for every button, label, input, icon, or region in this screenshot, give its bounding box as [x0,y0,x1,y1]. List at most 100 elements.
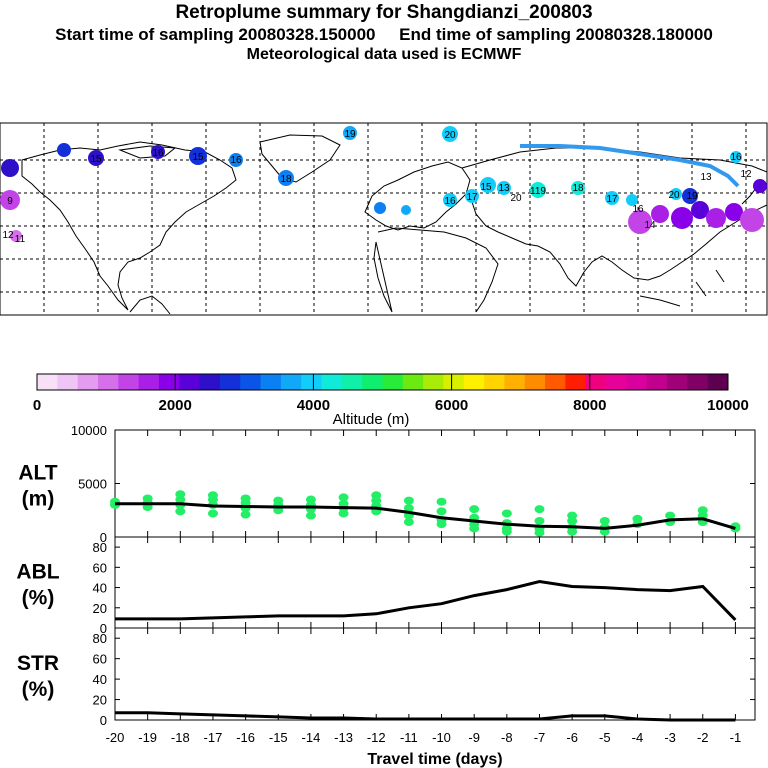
data-point [338,499,349,508]
marker [374,202,386,214]
land-south-america [129,295,171,315]
data-point [240,494,251,503]
marker [465,189,479,203]
x-tick-label: -7 [534,730,546,745]
x-axis: -20 -19 -18 -17 -16 -15 -14 -13 -12 -11 -10 -9 -8 -7 -… [106,730,742,768]
colorbar-cell [423,374,444,390]
data-point [305,495,316,504]
colorbar-cell [524,374,546,390]
x-tick-label: -15 [269,730,288,745]
panel-label: ABL [16,561,59,584]
colorbar-cell [118,374,140,390]
tracer-path [520,144,740,188]
data-point [403,504,414,513]
day-label: 18 [572,183,584,194]
marker [229,153,243,167]
land-arctic-islands [118,145,177,159]
y-tick-label: 10000 [71,423,107,438]
y-tick-label: 0 [100,530,107,545]
x-tick-label: -11 [400,730,418,745]
panel-abl: 0 20 40 60 80 ABL (%) [16,536,756,636]
panel-label: (m) [22,488,55,511]
data-point [207,509,218,518]
marker [278,170,294,186]
x-tick-label: -14 [302,730,321,745]
colorbar-cell [443,374,465,390]
land-north-america [21,141,237,311]
data-point [371,491,382,500]
day-label: 17 [466,192,478,203]
data-point [436,507,447,516]
y-tick-label: 5000 [78,477,107,492]
colorbar-tick-label: 10000 [707,397,749,414]
y-tick-label: 40 [93,581,107,596]
marker [480,177,496,193]
data-point [142,494,153,503]
colorbar-tick-label: 4000 [297,397,330,414]
colorbar-cell [37,374,58,390]
trajectory-markers [0,126,767,242]
panel-frame [114,627,756,721]
colorbar-cell [707,374,729,390]
colorbar-cell [240,374,262,390]
data-point [240,510,251,519]
colorbar-cell [77,374,99,390]
colorbar-cell [57,374,79,390]
x-axis-label: Travel time (days) [367,751,502,768]
day-label: 20 [668,190,680,201]
data-point [338,493,349,502]
day-label: 16 [444,196,456,207]
y-tick-label: 20 [93,601,107,616]
day-label: 15 [90,154,102,165]
chart-title: Retroplume summary for Shangdianzi_20080… [175,2,593,23]
marker [0,190,20,210]
data-point [403,496,414,505]
colorbar-label: Altitude (m) [333,411,410,428]
y-tick-label: 80 [93,540,107,555]
x-tick-label: -8 [501,730,513,745]
panel-alt: 0 5000 10000 ALT (m) [18,423,756,545]
marker [682,188,698,204]
colorbar-cell [484,374,505,390]
y-tick-label: 60 [93,652,107,667]
data-point [175,490,186,499]
colorbar-cell [362,374,383,390]
day-label: 17 [606,194,618,205]
x-tick-label: -13 [334,730,353,745]
panel-str: 0 20 40 60 80 STR (%) [17,627,756,728]
data-point [469,505,480,514]
colorbar-cell [219,374,241,390]
marker [571,181,585,195]
marker [691,201,709,219]
day-label: 15 [192,152,204,163]
x-tick-label: -19 [138,730,157,745]
marker [442,126,458,142]
met-data-note: Meteorological data used is ECMWF [246,46,522,63]
series-line [115,579,737,621]
colorbar-cell [463,374,485,390]
data-point [175,507,186,516]
data-point [632,514,643,523]
day-label: 12 [740,169,752,180]
day-label: 20 [444,130,456,141]
x-tick-label: -3 [664,730,676,745]
y-tick-label: 80 [93,631,107,646]
day-label: 119 [530,186,546,197]
day-label: 13 [700,172,712,183]
colorbar-cell [158,374,180,390]
marker [189,147,207,165]
marker [753,179,767,193]
day-label: 16 [152,148,164,159]
y-tick-label: 20 [93,693,107,708]
panel-label: ALT [18,462,57,485]
day-label: 16 [632,204,644,215]
colorbar-cells [37,374,729,390]
data-point [599,516,610,525]
marker [706,208,726,228]
colorbar-cell [97,374,119,390]
altitude-colorbar: 0 2000 4000 6000 8000 10000 Altitude (m) [33,373,749,428]
marker [530,182,546,198]
colorbar-cell [382,374,404,390]
colorbar-tick-label: 2000 [159,397,192,414]
